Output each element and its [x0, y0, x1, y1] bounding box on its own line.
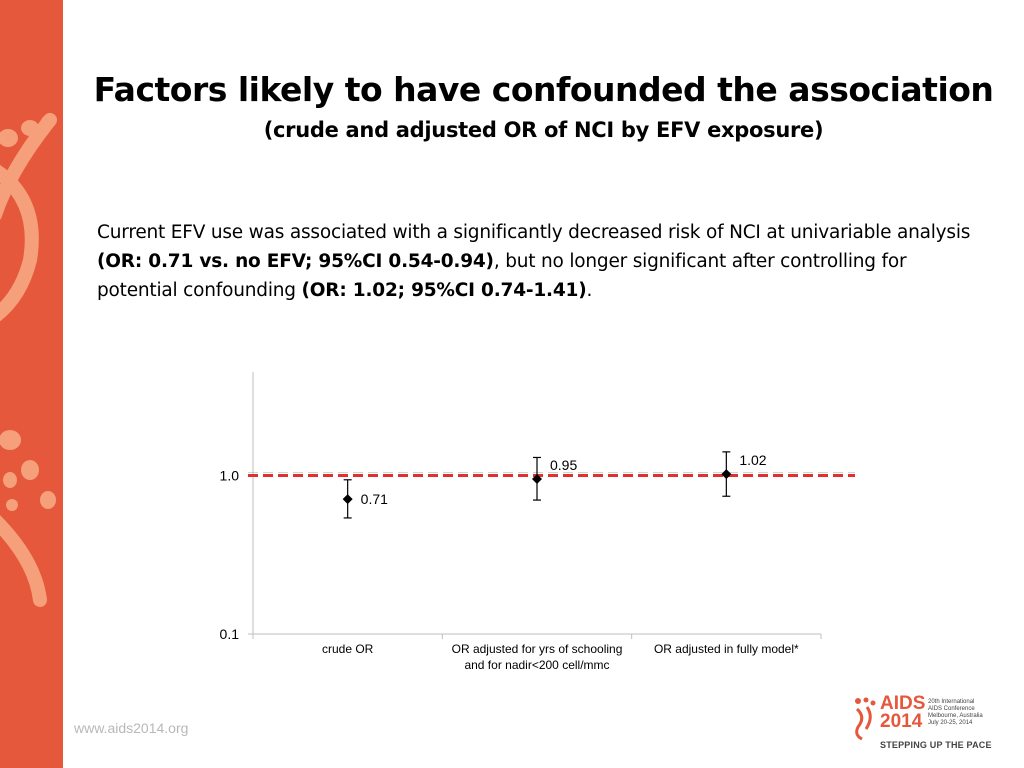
data-label: 1.02 [739, 452, 766, 468]
data-label: 0.95 [550, 457, 577, 473]
x-category-label: OR adjusted in fully model* [654, 642, 799, 656]
logo-wordmark: AIDS 2014 [880, 693, 926, 732]
y-tick-label: 1.0 [220, 468, 240, 484]
slide-subtitle: (crude and adjusted OR of NCI by EFV exp… [263, 118, 824, 142]
x-category-label: and for nadir<200 cell/mmc [464, 658, 609, 672]
paragraph-bold-run: (OR: 1.02; 95%CI 0.74-1.41) [301, 280, 587, 301]
decorative-sidebar [0, 0, 63, 768]
aids2014-logo: AIDS 2014 20th International AIDS Confer… [852, 693, 1002, 755]
paragraph-run: Current EFV use was associated with a si… [97, 222, 971, 243]
x-category-label: OR adjusted for yrs of schooling [452, 642, 623, 656]
paragraph-run: . [586, 280, 593, 301]
slide-title: Factors likely to have confounded the as… [93, 70, 994, 109]
footer-url[interactable]: www.aids2014.org [74, 720, 189, 736]
y-tick-label: 0.1 [220, 626, 240, 642]
or-point-marker [532, 474, 542, 485]
or-point-marker [342, 494, 353, 505]
conference-figure-decor-icon [0, 113, 57, 607]
paragraph-run: , but no longer significant after contro… [97, 251, 907, 301]
data-label: 0.71 [361, 491, 388, 507]
x-category-label: crude OR [322, 642, 374, 656]
paragraph-bold-run: (OR: 0.71 vs. no EFV; 95%CI 0.54-0.94) [97, 251, 494, 272]
logo-conference-info: 20th International AIDS Conference Melbo… [928, 699, 983, 726]
or-point-marker [721, 469, 732, 480]
dancing-figures-icon [855, 697, 876, 741]
logo-tagline: STEPPING UP THE PACE [880, 740, 992, 750]
summary-paragraph: Current EFV use was associated with a si… [97, 218, 987, 305]
